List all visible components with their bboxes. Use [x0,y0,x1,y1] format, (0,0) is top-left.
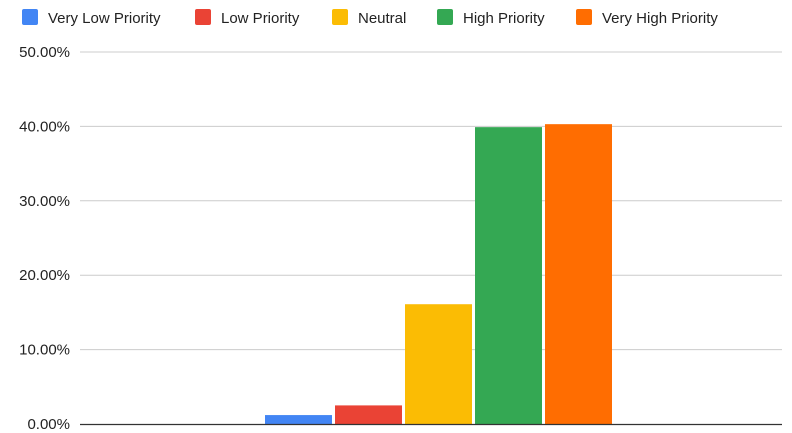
legend: Very Low Priority Low Priority Neutral High… [22,9,718,27]
bar-very-high-priority [545,124,612,424]
legend-swatch [332,9,348,25]
legend-item: Low Priority [195,9,300,27]
legend-item: High Priority [437,9,545,27]
legend-item: Very Low Priority [22,9,161,27]
legend-swatch [437,9,453,25]
bar-low-priority [335,405,402,424]
y-tick-label: 10.00% [19,342,70,359]
bar-very-low-priority [265,415,332,424]
legend-label: Very Low Priority [48,10,161,27]
legend-label: Very High Priority [602,10,718,27]
y-tick-label: 0.00% [27,416,70,433]
y-tick-label: 50.00% [19,44,70,61]
bars [265,124,612,425]
legend-label: High Priority [463,10,545,27]
y-tick-label: 30.00% [19,193,70,210]
legend-swatch [576,9,592,25]
legend-label: Low Priority [221,10,300,27]
legend-swatch [195,9,211,25]
gridlines [80,51,782,351]
y-tick-label: 40.00% [19,118,70,135]
y-tick-label: 20.00% [19,267,70,284]
bar-high-priority [475,127,542,425]
y-axis-tick-labels: 0.00% 10.00% 20.00% 30.00% 40.00% 50.00% [19,44,70,433]
legend-label: Neutral [358,10,406,27]
legend-item: Neutral [332,9,406,27]
legend-swatch [22,9,38,25]
bar-neutral [405,304,472,424]
legend-item: Very High Priority [576,9,718,27]
